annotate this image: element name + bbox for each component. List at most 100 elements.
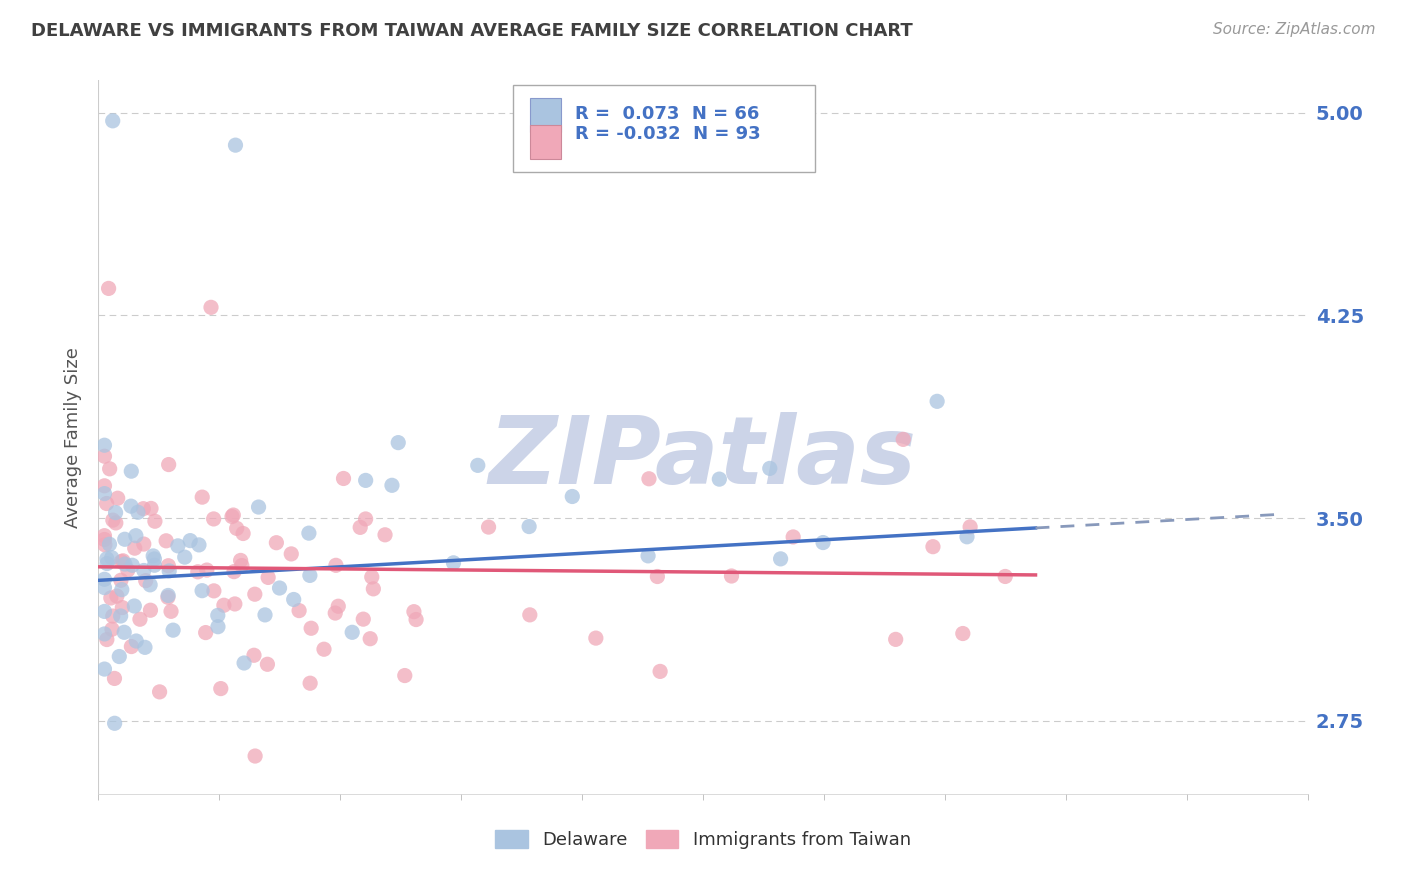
Point [156,591,179,605]
Point [93,581,115,595]
Point [561,490,583,504]
Point [269,581,291,595]
Y-axis label: Average Family Size: Average Family Size [65,347,83,527]
Point [299,621,322,635]
Point [769,552,792,566]
Point [222,508,245,522]
Point [325,558,347,573]
Point [288,604,311,618]
Point [96,496,118,510]
Point [143,552,166,566]
Point [149,685,172,699]
Point [125,529,148,543]
Point [93,479,115,493]
Point [266,535,288,549]
Point [221,509,243,524]
Point [96,551,118,566]
Text: ZIPatlas: ZIPatlas [489,412,917,505]
Point [349,520,371,534]
Point [323,606,346,620]
Point [93,662,115,676]
Point [994,569,1017,583]
Point [157,458,180,472]
Point [93,449,115,463]
Point [108,649,131,664]
Point [96,632,118,647]
Point [120,464,142,478]
Point [243,587,266,601]
Point [132,564,155,578]
Point [117,563,139,577]
Point [243,648,266,663]
Point [354,474,377,488]
Point [111,582,134,597]
Point [328,599,350,614]
Point [157,589,180,603]
Point [212,599,235,613]
Point [101,113,124,128]
Point [232,526,254,541]
Point [374,528,396,542]
Point [811,535,834,549]
Point [233,656,256,670]
Point [96,557,118,571]
Point [93,627,115,641]
Point [104,716,127,731]
Point [585,631,607,645]
Point [207,608,229,623]
Point [363,582,385,596]
Point [891,433,914,447]
Point [257,570,280,584]
Point [782,530,804,544]
Point [959,520,981,534]
Point [132,501,155,516]
Legend: Delaware, Immigrants from Taiwan: Delaware, Immigrants from Taiwan [488,822,918,856]
Point [253,607,276,622]
Point [360,570,382,584]
Point [139,578,162,592]
Point [157,558,180,573]
Point [709,472,731,486]
Point [114,533,136,547]
Point [179,533,201,548]
Point [110,555,132,569]
Point [167,539,190,553]
Point [104,506,127,520]
Point [101,622,124,636]
Point [93,486,115,500]
Point [111,600,134,615]
Point [922,540,945,554]
Point [637,549,659,563]
Point [956,530,979,544]
Point [157,564,180,578]
Point [405,613,427,627]
Point [207,620,229,634]
Point [209,681,232,696]
Point [280,547,302,561]
Point [188,538,211,552]
Point [107,491,129,506]
Point [298,568,321,582]
Point [298,526,321,541]
Point [93,438,115,452]
Point [256,657,278,672]
Point [231,558,253,573]
Text: R = -0.032  N = 93: R = -0.032 N = 93 [575,125,761,143]
Point [124,541,146,556]
Point [648,665,671,679]
Point [104,516,127,530]
Point [97,281,120,295]
Point [134,640,156,655]
Point [224,597,246,611]
Point [387,435,409,450]
Point [142,549,165,563]
Point [283,592,305,607]
Point [100,591,122,605]
Point [202,583,225,598]
Point [477,520,499,534]
Point [121,558,143,573]
Point [519,607,541,622]
Point [243,749,266,764]
Point [93,533,115,547]
Point [98,537,121,551]
